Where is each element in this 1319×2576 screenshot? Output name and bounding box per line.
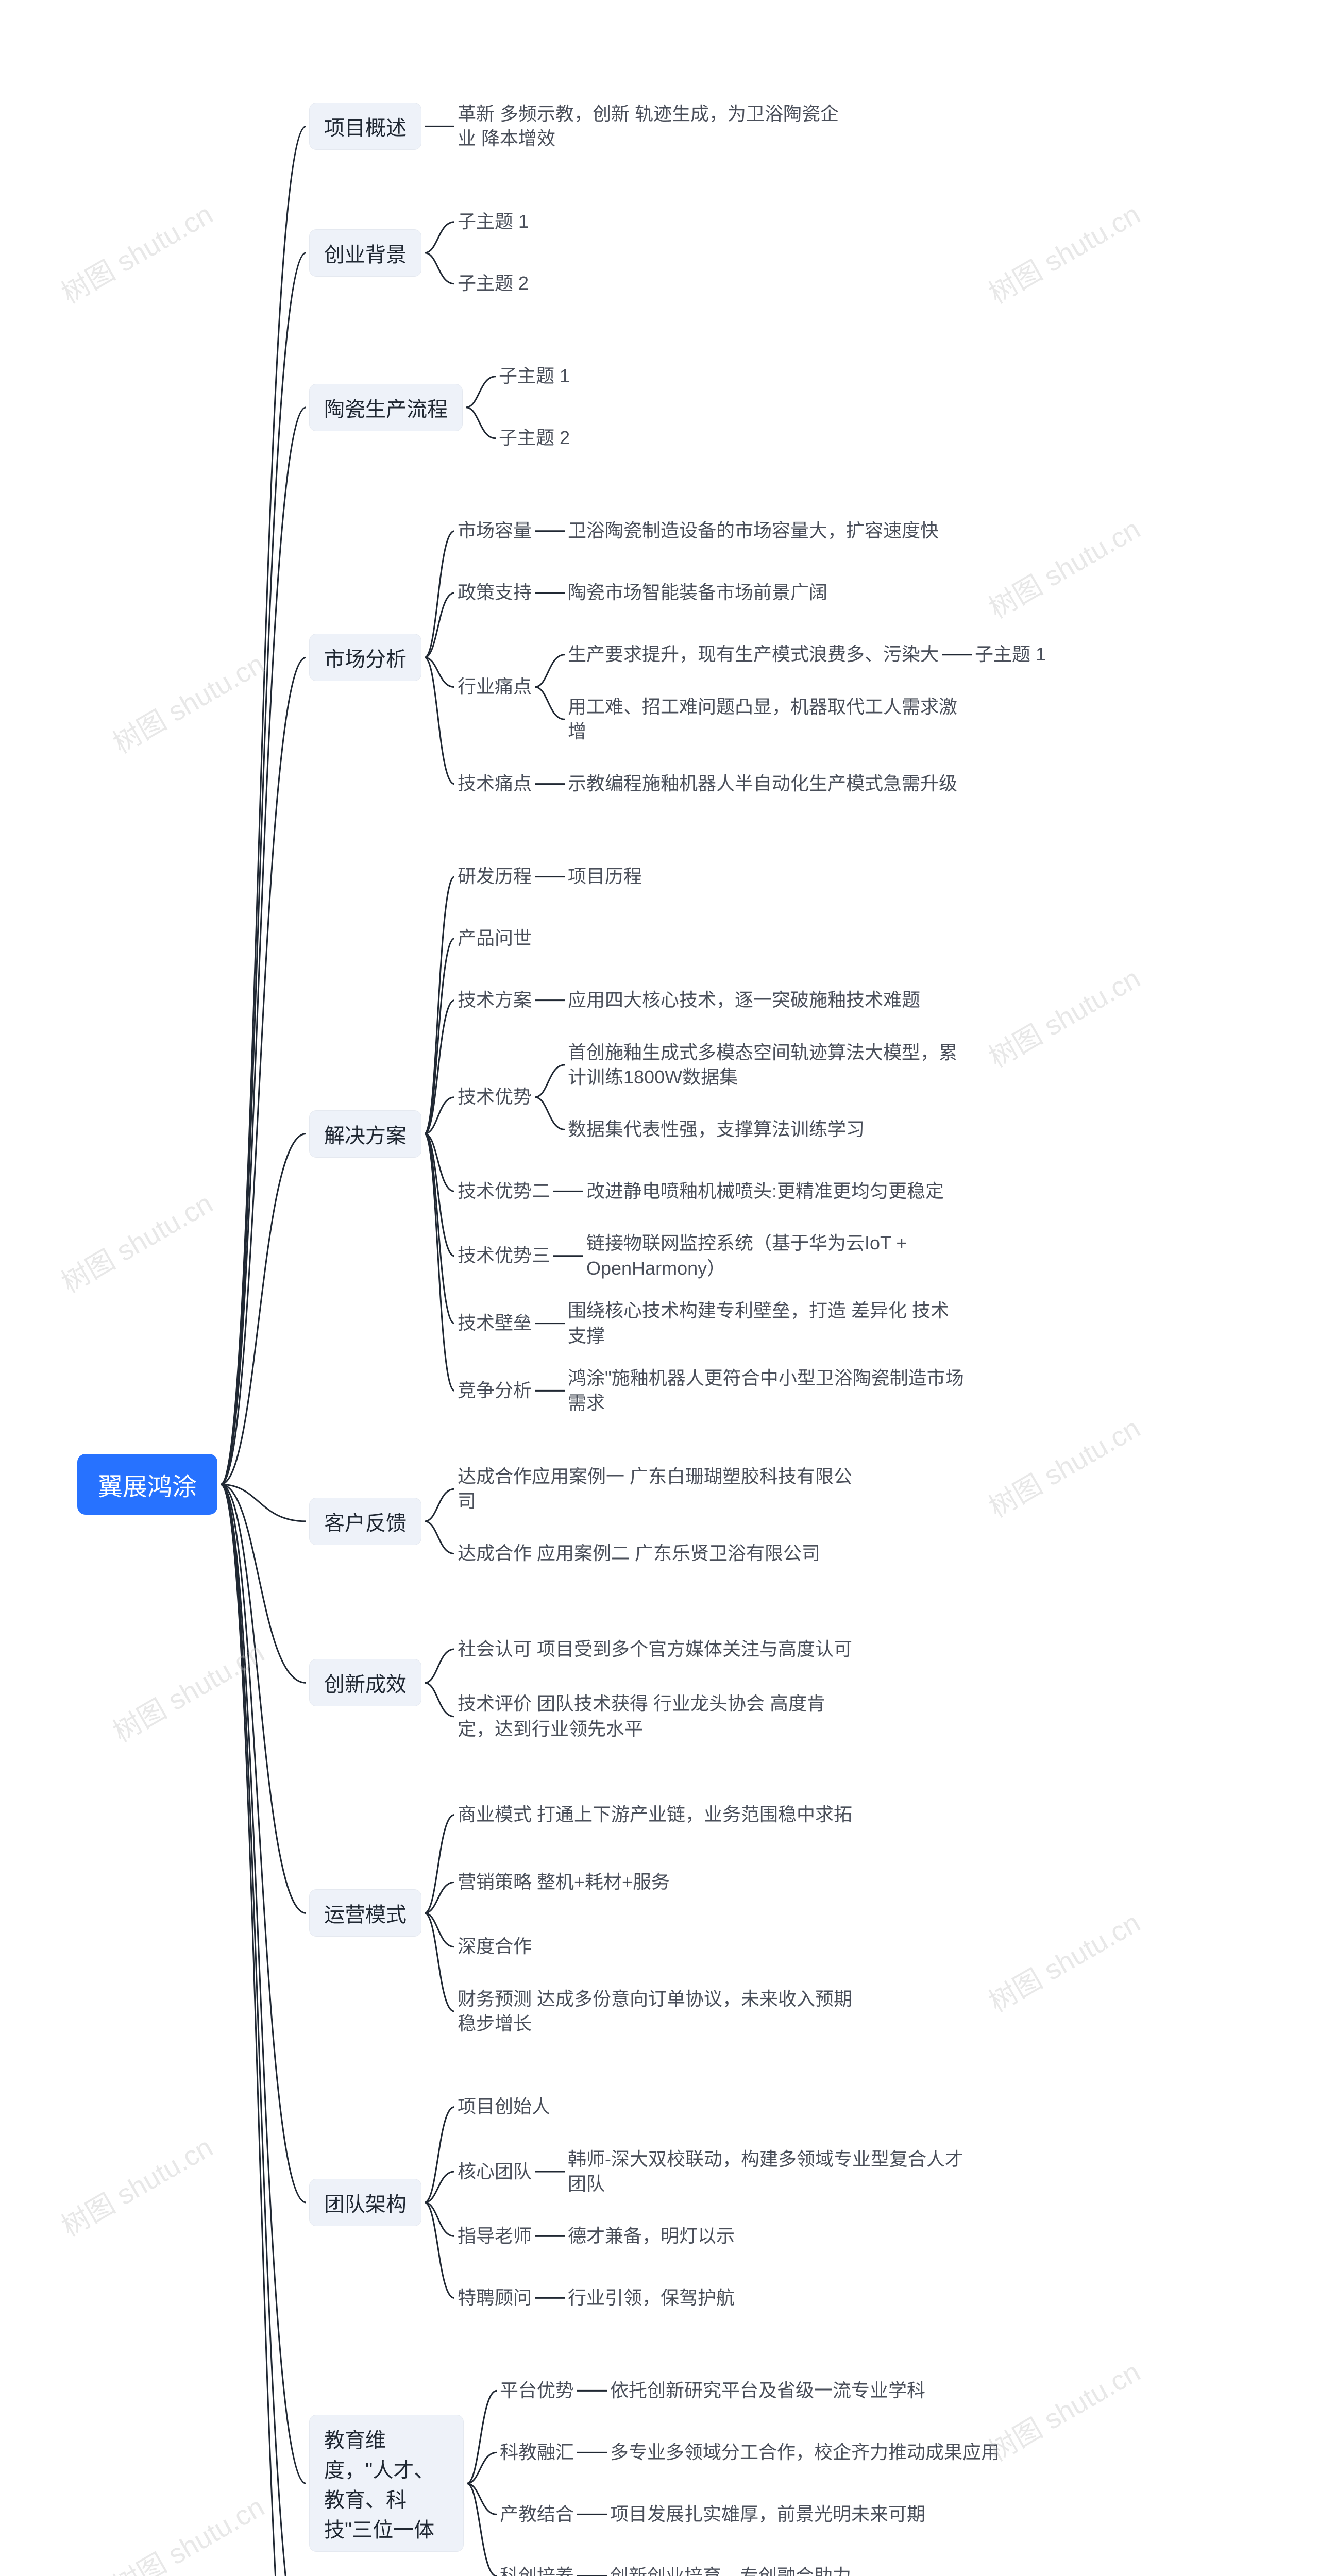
leaf-node: 数据集代表性强，支撑算法训练学习 [568,1117,865,1142]
watermark: 树图 shutu.cn [104,641,270,761]
leaf-node: 项目发展扎实雄厚，前景光明未来可期 [610,2502,925,2527]
leaf-node: 用工难、招工难问题凸显，机器取代工人需求激增 [568,694,965,744]
branch-node: 解决方案 [309,1110,421,1158]
mid-node: 政策支持 [458,580,532,605]
leaf-node: 陶瓷市场智能装备市场前景广阔 [568,580,827,605]
leaf-node: 依托创新研究平台及省级一流专业学科 [610,2378,925,2403]
leaf-node: 社会认可 项目受到多个官方媒体关注与高度认可 [458,1637,852,1662]
watermark: 树图 shutu.cn [980,1405,1146,1525]
watermark: 树图 shutu.cn [104,2484,270,2576]
mid-node: 研发历程 [458,864,532,889]
branch-node: 创新成效 [309,1659,421,1706]
leaf-node: 达成合作应用案例一 广东白珊瑚塑胶科技有限公司 [458,1464,854,1514]
mid-node: 生产要求提升，现有生产模式浪费多、污染大 [568,642,939,667]
branch-node: 运营模式 [309,1889,421,1937]
watermark: 树图 shutu.cn [53,2125,219,2244]
mid-node: 技术痛点 [458,771,532,796]
branch-node: 教育维度，"人才、教育、科技"三位一体 [309,2415,464,2552]
leaf-node: 子主题 2 [499,426,570,451]
leaf-node: 行业引领，保驾护航 [568,2285,735,2311]
mid-node: 核心团队 [458,2159,532,2184]
branch-node: 创业背景 [309,229,421,277]
watermark: 树图 shutu.cn [980,956,1146,1076]
leaf-node: 韩师-深大双校联动，构建多领域专业型复合人才团队 [568,2147,965,2197]
branch-node: 市场分析 [309,634,421,681]
leaf-node: 达成合作 应用案例二 广东乐贤卫浴有限公司 [458,1541,820,1566]
branch-node: 客户反馈 [309,1498,421,1545]
watermark: 树图 shutu.cn [980,192,1146,312]
leaf-node: 创新创业培育，专创融合助力 [610,2564,851,2576]
mid-node: 技术优势二 [458,1179,550,1204]
leaf-node: 德才兼备，明灯以示 [568,2224,735,2249]
leaf-node: 示教编程施釉机器人半自动化生产模式急需升级 [568,771,957,796]
mid-node: 行业痛点 [458,674,532,700]
watermark: 树图 shutu.cn [980,1900,1146,2020]
leaf-node: 商业模式 打通上下游产业链，业务范围稳中求拓 [458,1802,852,1827]
leaf-node: 产品问世 [458,926,532,951]
branch-node: 团队架构 [309,2179,421,2226]
branch-node: 项目概述 [309,103,421,150]
watermark: 树图 shutu.cn [53,192,219,312]
mid-node: 产教结合 [500,2502,574,2527]
mid-node: 竞争分析 [458,1378,532,1403]
mid-node: 指导老师 [458,2224,532,2249]
mid-node: 技术优势三 [458,1243,550,1268]
mid-node: 特聘顾问 [458,2285,532,2311]
leaf-node: 项目历程 [568,864,642,889]
mid-node: 平台优势 [500,2378,574,2403]
leaf-node: 链接物联网监控系统（基于华为云IoT + OpenHarmony） [586,1231,983,1281]
leaf-node: 子主题 2 [458,271,529,296]
watermark: 树图 shutu.cn [104,1631,270,1750]
leaf-node: 深度合作 [458,1934,532,1959]
leaf-node: 多专业多领域分工合作，校企齐力推动成果应用 [610,2440,1000,2465]
leaf-node: 营销策略 整机+耗材+服务 [458,1870,670,1895]
leaf-node: 应用四大核心技术，逐一突破施釉技术难题 [568,988,920,1013]
mid-node: 技术壁垒 [458,1311,532,1336]
leaf-node: 子主题 1 [458,209,529,234]
mid-node: 技术方案 [458,988,532,1013]
leaf-node: 围绕核心技术构建专利壁垒，打造 差异化 技术支撑 [568,1298,965,1348]
mid-node: 科创培养 [500,2564,574,2576]
leaf-node: 子主题 1 [499,364,570,389]
leaf-node: 首创施釉生成式多模态空间轨迹算法大模型，累计训练1800W数据集 [568,1040,965,1090]
leaf-node: 改进静电喷釉机械喷头:更精准更均匀更稳定 [586,1179,944,1204]
mid-node: 市场容量 [458,518,532,544]
leaf-node: 鸿涂"施釉机器人更符合中小型卫浴陶瓷制造市场需求 [568,1366,965,1416]
leaf-node: 革新 多频示教，创新 轨迹生成，为卫浴陶瓷企业 降本增效 [458,101,854,151]
leaf-node: 技术评价 团队技术获得 行业龙头协会 高度肯定，达到行业领先水平 [458,1691,854,1741]
watermark: 树图 shutu.cn [980,506,1146,626]
leaf-node: 项目创始人 [458,2094,550,2120]
mid-node: 科教融汇 [500,2440,574,2465]
watermark: 树图 shutu.cn [980,2350,1146,2469]
mindmap-canvas: 革新 多频示教，创新 轨迹生成，为卫浴陶瓷企业 降本增效项目概述子主题 1 子主题… [0,52,1319,2576]
leaf-node: 财务预测 达成多份意向订单协议，未来收入预期稳步增长 [458,1987,854,2037]
leaf-node: 卫浴陶瓷制造设备的市场容量大，扩容速度快 [568,518,939,544]
branch-node: 陶瓷生产流程 [309,384,463,431]
mid-node: 技术优势 [458,1084,532,1110]
watermark: 树图 shutu.cn [53,1181,219,1300]
root-node: 翼展鸿涂 [77,1454,217,1515]
leaf-node: 子主题 1 [975,642,1046,667]
